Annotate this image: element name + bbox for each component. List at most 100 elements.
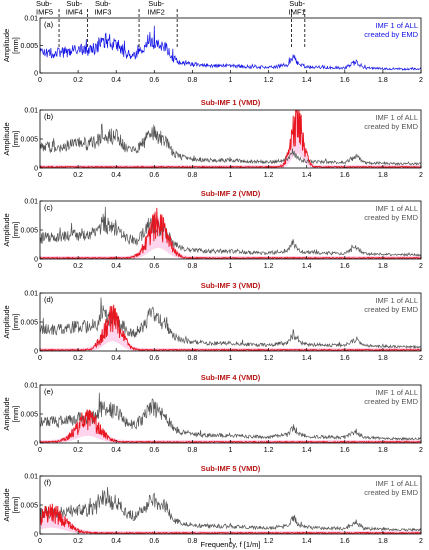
x-tick-label: 1: [229, 538, 233, 545]
x-tick-label: 1.8: [378, 172, 388, 179]
x-tick-label: 0: [38, 538, 42, 545]
x-tick-label: 1.2: [264, 263, 274, 270]
legend-line-2: created by EMD: [364, 122, 418, 131]
vmd-band: [40, 312, 421, 351]
legend-line-2: created by EMD: [364, 305, 418, 314]
x-tick-label: 1.6: [340, 263, 350, 270]
y-axis-label: Amplitude: [2, 488, 11, 521]
x-tick-label: 1.4: [302, 447, 312, 454]
y-axis-unit-label: [mm]: [11, 314, 20, 331]
chart-panel-d: Sub-IMF 3 (VMD) 0 0.2 0.4 0.6 0.8 1 1.2 1.4 1.6 1.…: [2, 281, 423, 362]
y-tick-label: 0.005: [20, 228, 38, 235]
band-label-line-2: IMF3: [94, 8, 111, 17]
y-tick-label: 0.005: [20, 137, 38, 144]
x-tick-label: 1.8: [378, 77, 388, 84]
panel-label: (d): [44, 295, 54, 304]
axes-box: [39, 17, 422, 74]
x-tick-label: 0.2: [73, 447, 83, 454]
y-tick-label: 0.01: [24, 291, 38, 298]
x-tick-label: 0.2: [73, 538, 83, 545]
x-tick-label: 1.8: [378, 447, 388, 454]
x-tick-label: 0.4: [111, 538, 121, 545]
chart-panel-f: Sub-IMF 5 (VMD) 0 0.2 0.4 0.6 0.8 1 1.2 1.4 1.6 1.…: [2, 464, 423, 545]
legend-line-1: IMF 1 of ALL: [375, 21, 418, 30]
y-tick-label: 0.005: [20, 43, 38, 50]
y-tick-label: 0.01: [24, 383, 38, 390]
band-label-line-1: Sub-: [36, 0, 52, 8]
x-tick-label: 0: [38, 355, 42, 362]
y-tick-label: 0.01: [24, 474, 38, 481]
y-tick-label: 0: [34, 166, 38, 173]
x-tick-label: 0: [38, 447, 42, 454]
band-label-line-2: IMF2: [148, 8, 165, 17]
panel-label: (b): [44, 112, 54, 121]
y-axis-unit-label: [mm]: [11, 406, 20, 423]
panel-title: Sub-IMF 4 (VMD): [201, 373, 261, 382]
x-tick-label: 0.8: [188, 172, 198, 179]
x-tick-label: 0: [38, 77, 42, 84]
x-tick-label: 1.6: [340, 538, 350, 545]
x-tick-label: 1: [229, 263, 233, 270]
y-tick-label: 0: [34, 71, 38, 78]
chart-panel-c: Sub-IMF 2 (VMD) 0 0.2 0.4 0.6 0.8 1 1.2 1.4 1.6 1.…: [2, 189, 423, 270]
panel-label: (e): [44, 387, 54, 396]
legend-line-2: created by EMD: [364, 397, 418, 406]
x-tick-label: 1.4: [302, 538, 312, 545]
x-tick-label: 1.2: [264, 172, 274, 179]
x-tick-label: 1.4: [302, 263, 312, 270]
x-tick-label: 0.6: [149, 447, 159, 454]
y-tick-label: 0: [34, 532, 38, 539]
x-tick-label: 2: [419, 355, 423, 362]
y-axis-label: Amplitude: [2, 397, 11, 430]
x-tick-label: 0.4: [111, 355, 121, 362]
y-tick-label: 0: [34, 441, 38, 448]
x-tick-label: 0.8: [188, 355, 198, 362]
y-tick-label: 0.005: [20, 412, 38, 419]
x-tick-label: 2: [419, 77, 423, 84]
x-tick-label: 1.4: [302, 355, 312, 362]
x-tick-label: 1.2: [264, 447, 274, 454]
legend-line-1: IMF 1 of ALL: [375, 204, 418, 213]
x-tick-label: 1: [229, 447, 233, 454]
x-tick-label: 1.6: [340, 447, 350, 454]
x-tick-label: 0.6: [149, 538, 159, 545]
x-tick-label: 0.8: [188, 447, 198, 454]
y-axis-unit-label: [mm]: [11, 222, 20, 239]
y-axis-label: Amplitude: [2, 29, 11, 62]
emd-imf1-reference-line: [40, 123, 421, 166]
x-tick-label: 0.8: [188, 263, 198, 270]
emd-imf1-line: [40, 25, 421, 71]
panel-label: (c): [44, 203, 53, 212]
x-tick-label: 0.6: [149, 172, 159, 179]
panel-label: (a): [44, 20, 54, 29]
y-tick-label: 0.01: [24, 16, 38, 23]
plot-area: [40, 25, 421, 71]
chart-panel-e: Sub-IMF 4 (VMD) 0 0.2 0.4 0.6 0.8 1 1.2 1.4 1.6 1.…: [2, 373, 423, 454]
x-tick-label: 2: [419, 263, 423, 270]
y-tick-label: 0: [34, 349, 38, 356]
x-tick-label: 1.2: [264, 77, 274, 84]
x-tick-label: 1: [229, 355, 233, 362]
x-tick-label: 0.2: [73, 355, 83, 362]
y-axis-unit-label: [mm]: [11, 497, 20, 514]
emd-imf1-reference-line: [40, 297, 421, 350]
x-tick-label: 0.8: [188, 538, 198, 545]
legend-line-1: IMF 1 of ALL: [375, 296, 418, 305]
emd-imf1-reference-line: [40, 486, 421, 533]
band-label-line-1: Sub-: [289, 0, 305, 8]
legend-line-1: IMF 1 of ALL: [375, 113, 418, 122]
panel-title: Sub-IMF 3 (VMD): [201, 281, 261, 290]
x-tick-label: 1.4: [302, 172, 312, 179]
legend-line-1: IMF 1 of ALL: [375, 479, 418, 488]
x-tick-label: 0.2: [73, 77, 83, 84]
y-axis-label: Amplitude: [2, 213, 11, 246]
x-tick-label: 0.4: [111, 447, 121, 454]
panel-label: (f): [44, 478, 52, 487]
x-tick-label: 2: [419, 172, 423, 179]
band-label-line-1: Sub-: [148, 0, 164, 8]
y-axis-unit-label: [mm]: [11, 37, 20, 54]
x-tick-label: 1.6: [340, 77, 350, 84]
x-tick-label: 2: [419, 447, 423, 454]
y-tick-label: 0.01: [24, 199, 38, 206]
chart-panel-a: 0 0.2 0.4 0.6 0.8 1 1.2 1.4 1.6 1.8 2 0 0.005 0.01 Amp…: [2, 9, 423, 84]
